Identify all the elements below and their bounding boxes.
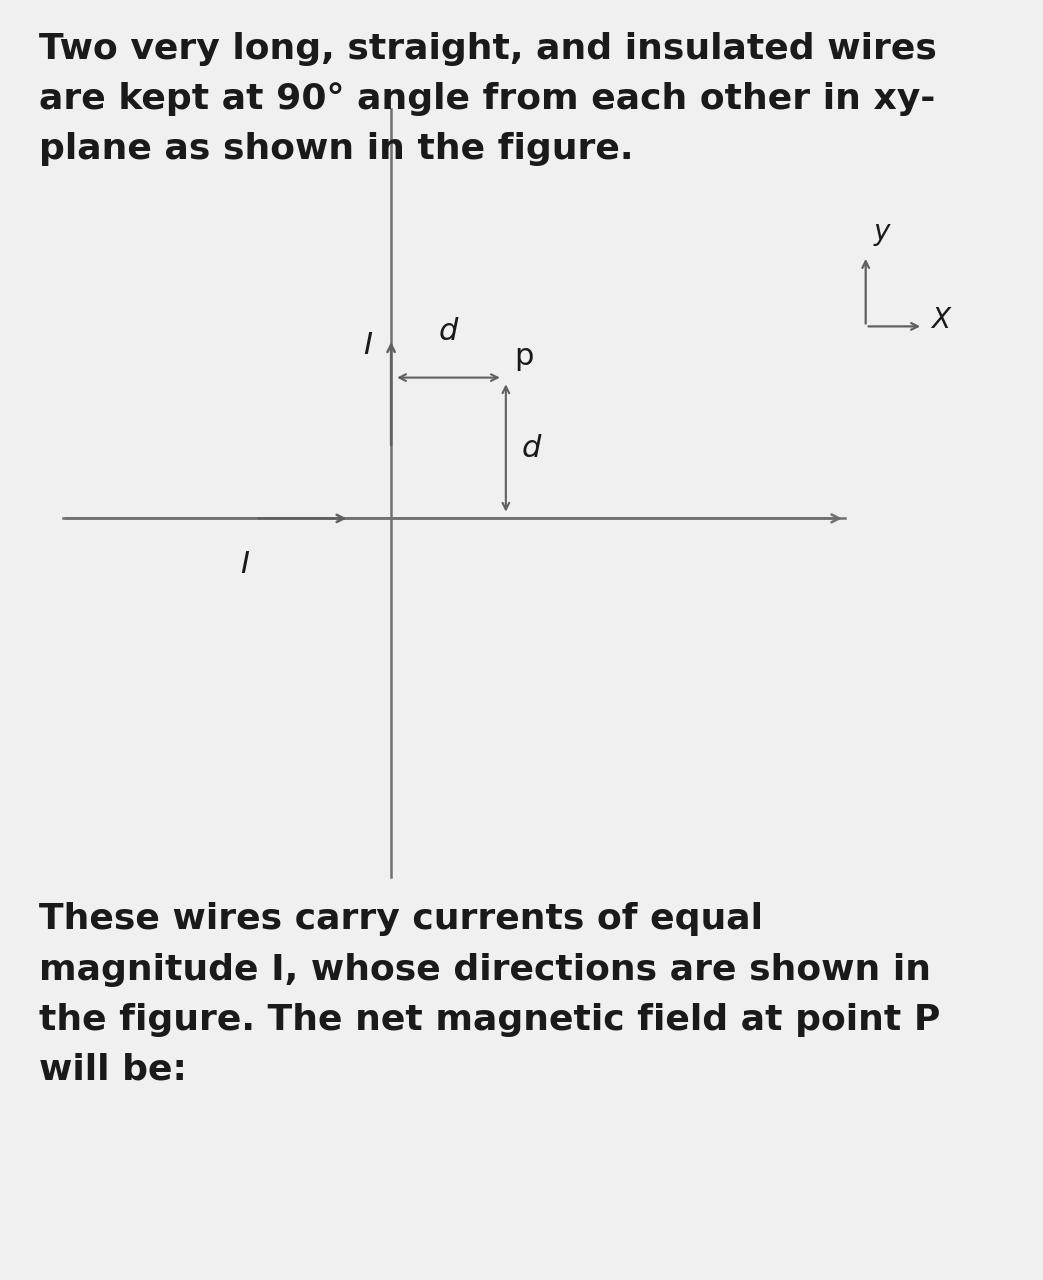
Text: p: p xyxy=(514,342,534,371)
Text: Two very long, straight, and insulated wires
are kept at 90° angle from each oth: Two very long, straight, and insulated w… xyxy=(39,32,937,166)
Text: I: I xyxy=(241,550,249,580)
Text: d: d xyxy=(439,316,458,346)
Text: X: X xyxy=(931,306,950,334)
Text: y: y xyxy=(874,218,891,246)
Text: These wires carry currents of equal
magnitude I, whose directions are shown in
t: These wires carry currents of equal magn… xyxy=(39,902,940,1087)
Text: d: d xyxy=(522,434,541,462)
Text: I: I xyxy=(363,332,372,360)
